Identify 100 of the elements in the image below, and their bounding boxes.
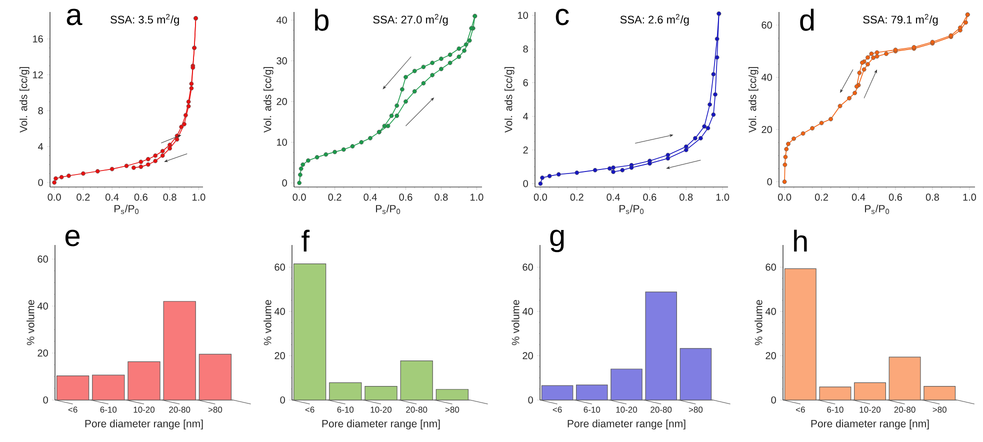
x-tick-label: 10-20 <box>616 406 638 413</box>
x-tick-label: 1.0 <box>963 194 976 201</box>
x-tick-label: 6-10 <box>100 406 117 413</box>
y-tick-label: 20 <box>766 352 776 360</box>
x-tick-label: 1.0 <box>192 194 206 201</box>
x-axis-title: Pore diameter range [nm] <box>568 420 686 430</box>
y-tick-label: 20 <box>522 352 533 360</box>
x-tick-label: >80 <box>445 406 460 413</box>
x-tick-label: <6 <box>305 406 314 413</box>
x-tick-label: <6 <box>796 406 805 413</box>
x-tick-label: 0.4 <box>364 194 377 201</box>
y-tick-label: 60 <box>522 264 533 271</box>
chart-title: e <box>65 230 80 246</box>
x-axis-title: P$_{s}$/P$_{0}$ <box>865 204 890 214</box>
y-axis-title: % volume <box>26 300 34 346</box>
y-tick-label: 60 <box>766 264 776 271</box>
y-tick-label: 60 <box>38 256 48 263</box>
x-tick-label: 0.6 <box>399 194 412 201</box>
y-tick-label: 2 <box>523 146 528 154</box>
x-tick-label: 0.0 <box>778 194 792 201</box>
y-tick-label: 8 <box>523 45 528 53</box>
x-tick-label: <6 <box>68 406 78 413</box>
y-tick-label: 0 <box>771 396 776 404</box>
x-tick-label: 0.4 <box>852 194 866 201</box>
x-tick-label: 6-10 <box>827 406 844 413</box>
y-tick-label: 0 <box>767 178 772 186</box>
x-tick-label: 0.2 <box>814 194 828 201</box>
x-tick-label: 0.0 <box>534 194 548 201</box>
chart-title: f <box>302 230 310 252</box>
y-tick-label: 10 <box>518 12 528 19</box>
y-tick-label: 0 <box>38 178 43 186</box>
y-axis-title: Vol. ads [cc/g] <box>19 67 30 133</box>
y-axis-title: % volume <box>264 300 272 346</box>
y-tick-label: 12 <box>33 71 43 78</box>
y-tick-label: 8 <box>38 107 43 114</box>
x-axis-title: Pore diameter range [nm] <box>322 420 440 430</box>
y-tick-label: 40 <box>765 308 776 315</box>
x-tick-label: 0.0 <box>48 194 61 201</box>
x-tick-label: 20-80 <box>650 406 672 413</box>
annotation: SSA: 3.5 m$^{2}$/g <box>110 14 179 26</box>
x-tick-label: 6-10 <box>337 406 354 413</box>
chart-title: b <box>315 8 329 31</box>
x-axis-title: Pore diameter range [nm] <box>811 420 929 430</box>
y-tick-label: 6 <box>523 79 528 86</box>
y-tick-label: 0 <box>528 396 533 404</box>
x-tick-label: 0.8 <box>434 194 448 201</box>
x-tick-label: >80 <box>932 406 946 413</box>
annotation: SSA: 79.1 m$^{2}$/g <box>863 14 938 26</box>
chart-title: h <box>794 230 807 252</box>
x-tick-label: 10-20 <box>134 406 155 413</box>
x-tick-label: 20-80 <box>406 406 428 413</box>
x-tick-label: 20-80 <box>169 406 190 413</box>
chart-title: a <box>66 8 82 26</box>
y-axis-title: Vol. ads [cc/g] <box>504 67 514 133</box>
y-tick-label: 20 <box>274 352 285 360</box>
chart-title: g <box>550 230 564 252</box>
y-tick-label: 20 <box>276 98 287 106</box>
y-tick-label: 40 <box>522 308 533 315</box>
x-tick-label: 0.8 <box>926 194 939 201</box>
y-axis-title: Vol. ads [cc/g] <box>748 67 758 133</box>
x-tick-label: 0.6 <box>888 194 902 201</box>
x-tick-label: 0.6 <box>643 194 656 201</box>
x-tick-label: 0.2 <box>76 194 90 201</box>
x-axis-title: P$_{s}$/P$_{0}$ <box>376 204 400 214</box>
y-tick-label: 40 <box>37 302 48 310</box>
x-tick-label: 6-10 <box>584 406 600 413</box>
y-tick-label: 4 <box>523 112 528 120</box>
y-tick-label: 40 <box>761 74 772 81</box>
y-tick-label: 0 <box>280 396 285 404</box>
x-tick-label: 0.4 <box>106 194 119 201</box>
annotation: SSA: 27.0 m$^{2}$/g <box>373 14 448 26</box>
x-tick-label: 1.0 <box>470 194 484 201</box>
y-tick-label: 0 <box>43 396 48 404</box>
x-axis-title: Pore diameter range [nm] <box>85 420 203 430</box>
y-tick-label: 20 <box>762 126 772 134</box>
y-tick-label: 0 <box>282 179 287 186</box>
y-tick-label: 60 <box>762 22 772 29</box>
y-tick-label: 16 <box>33 35 43 42</box>
x-tick-label: >80 <box>688 406 703 413</box>
x-axis-title: P$_{s}$/P$_{0}$ <box>620 204 644 214</box>
chart-title: d <box>800 8 814 31</box>
x-tick-label: 10-20 <box>860 406 881 413</box>
x-tick-label: 1.0 <box>716 194 730 201</box>
x-tick-label: 20-80 <box>894 406 916 413</box>
x-tick-label: 0.2 <box>570 194 584 201</box>
y-tick-label: 10 <box>277 138 287 146</box>
y-axis-title: Vol. ads [cc/g] <box>263 67 274 133</box>
annotation: SSA: 2.6 m$^{2}$/g <box>620 14 689 26</box>
y-tick-label: 4 <box>38 143 44 150</box>
y-tick-label: 20 <box>38 349 48 357</box>
y-tick-label: 30 <box>276 57 287 64</box>
y-axis-title: % volume <box>754 300 762 346</box>
x-tick-label: 0.0 <box>292 194 306 201</box>
y-tick-label: 0 <box>523 180 528 188</box>
x-tick-label: 0.8 <box>163 194 176 201</box>
x-tick-label: 0.4 <box>606 194 620 201</box>
y-tick-label: 60 <box>274 264 285 271</box>
x-tick-label: >80 <box>208 406 222 413</box>
chart-title: c <box>556 8 569 26</box>
x-tick-label: 0.6 <box>134 194 148 201</box>
